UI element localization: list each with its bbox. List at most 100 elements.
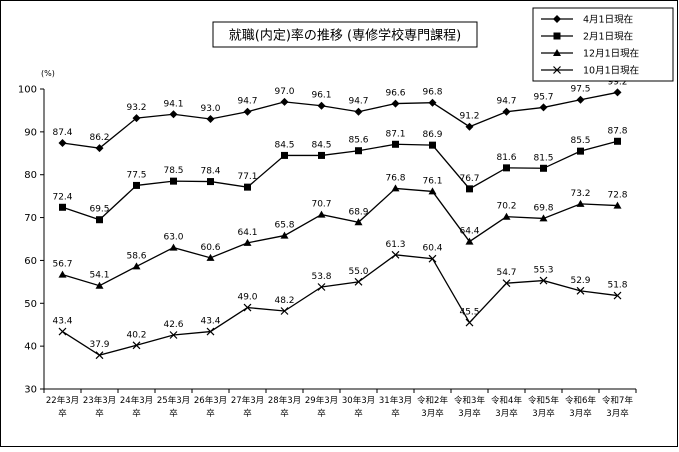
chart-title-box bbox=[212, 21, 478, 48]
data-point bbox=[317, 283, 326, 291]
x-tick-label-line2: 卒 bbox=[280, 408, 289, 419]
legend-label: 4月1日現在 bbox=[583, 14, 633, 26]
x-tick-label-line2: 卒 bbox=[169, 408, 178, 419]
data-label: 81.6 bbox=[496, 153, 516, 163]
data-label: 61.3 bbox=[385, 240, 405, 250]
data-point bbox=[95, 281, 104, 289]
data-label: 96.6 bbox=[385, 89, 405, 99]
data-label: 60.6 bbox=[200, 243, 220, 253]
data-point bbox=[280, 307, 289, 315]
legend-item: 10月1日現在 bbox=[541, 65, 639, 77]
data-point bbox=[539, 276, 548, 285]
x-tick-label-line2: 卒 bbox=[95, 408, 104, 419]
data-label: 40.2 bbox=[126, 330, 146, 340]
legend-item: 4月1日現在 bbox=[541, 14, 633, 26]
data-label: 99.2 bbox=[607, 77, 627, 87]
legend-marker bbox=[553, 66, 561, 74]
data-point bbox=[95, 351, 104, 360]
legend-marker bbox=[553, 49, 561, 56]
data-point bbox=[540, 164, 547, 172]
data-label: 73.2 bbox=[570, 189, 590, 199]
series-line bbox=[62, 254, 618, 356]
data-label: 95.7 bbox=[533, 92, 553, 102]
y-tick-label: 40 bbox=[24, 342, 37, 353]
series-diamond: 87.4 86.2 93.2 94.1 93.0 94.7 97.0 96.1 94.7 96.6… bbox=[52, 77, 628, 153]
legend-label: 10月1日現在 bbox=[583, 65, 639, 77]
data-label: 70.7 bbox=[311, 200, 331, 210]
x-tick-label: 31年3月 bbox=[379, 395, 412, 406]
data-point bbox=[429, 141, 436, 149]
y-tick-label: 80 bbox=[24, 170, 37, 181]
x-tick-label: 25年3月 bbox=[157, 395, 190, 406]
x-tick-label: 令和2年 bbox=[417, 395, 448, 406]
x-tick-label-line2: 卒 bbox=[243, 408, 252, 419]
data-point bbox=[243, 107, 252, 116]
data-label: 78.5 bbox=[163, 166, 183, 176]
data-label: 96.8 bbox=[422, 88, 442, 98]
data-label: 76.8 bbox=[385, 173, 405, 183]
y-tick-label: 70 bbox=[24, 213, 37, 224]
data-point bbox=[206, 115, 215, 123]
data-label: 76.7 bbox=[459, 174, 479, 184]
data-point bbox=[169, 110, 178, 119]
data-point bbox=[577, 147, 584, 155]
data-label: 54.1 bbox=[89, 271, 109, 281]
x-tick-label-line2: 3月卒 bbox=[606, 408, 629, 419]
data-label: 60.4 bbox=[422, 244, 442, 254]
legend-item: 2月1日現在 bbox=[541, 31, 633, 43]
data-label: 53.8 bbox=[311, 272, 331, 282]
series-triangle: 56.7 54.1 58.6 63.0 60.6 64.1 65.8 70.7 68.9 76.8… bbox=[52, 173, 628, 289]
legend-item: 12月1日現在 bbox=[541, 48, 639, 60]
data-point bbox=[465, 318, 474, 327]
data-label: 94.1 bbox=[163, 99, 183, 109]
data-point bbox=[502, 107, 511, 116]
data-point bbox=[391, 250, 400, 259]
data-point bbox=[169, 331, 178, 339]
data-label: 42.6 bbox=[163, 320, 183, 330]
x-tick-label-line2: 3月卒 bbox=[458, 408, 481, 419]
data-label: 48.2 bbox=[274, 296, 294, 306]
data-point bbox=[207, 178, 214, 186]
x-tick-label-line2: 卒 bbox=[206, 408, 215, 419]
data-label: 86.2 bbox=[89, 133, 109, 143]
data-point bbox=[317, 101, 326, 110]
data-point bbox=[58, 270, 67, 278]
legend-marker bbox=[553, 32, 561, 40]
data-label: 64.1 bbox=[237, 228, 257, 238]
y-tick-label: 100 bbox=[18, 85, 37, 96]
data-label: 85.5 bbox=[570, 136, 590, 146]
data-point bbox=[613, 291, 622, 300]
x-tick-label-line2: 卒 bbox=[58, 408, 67, 419]
data-point bbox=[132, 114, 141, 123]
data-point bbox=[391, 99, 400, 108]
series-line bbox=[62, 187, 618, 287]
series-layer: 87.4 86.2 93.2 94.1 93.0 94.7 97.0 96.1 94.7 96.6… bbox=[52, 77, 628, 360]
data-point bbox=[280, 97, 289, 106]
data-label: 56.7 bbox=[52, 260, 72, 270]
data-point bbox=[318, 151, 325, 159]
data-point bbox=[576, 199, 585, 207]
legend: 4月1日現在 2月1日現在 12月1日現在 10月1日現在 bbox=[541, 14, 639, 77]
x-tick-label-line2: 卒 bbox=[354, 408, 363, 419]
data-point bbox=[244, 183, 251, 191]
data-point bbox=[281, 151, 288, 159]
legend-label: 12月1日現在 bbox=[583, 48, 639, 60]
data-label: 94.7 bbox=[237, 97, 257, 107]
data-point bbox=[428, 254, 437, 263]
data-label: 72.8 bbox=[607, 191, 627, 201]
data-point bbox=[354, 277, 363, 286]
data-label: 55.3 bbox=[533, 266, 553, 276]
data-point bbox=[355, 147, 362, 155]
data-label: 55.0 bbox=[348, 267, 368, 277]
data-label: 69.8 bbox=[533, 203, 553, 213]
x-tick-label-line2: 卒 bbox=[391, 408, 400, 419]
series-square: 72.4 69.5 77.5 78.5 78.4 77.1 84.5 84.5 85.6 87.1… bbox=[52, 126, 628, 224]
x-tick-label: 27年3月 bbox=[231, 395, 264, 406]
data-label: 45.5 bbox=[459, 308, 479, 318]
data-label: 91.2 bbox=[459, 112, 479, 122]
data-label: 64.4 bbox=[459, 227, 479, 237]
data-point bbox=[392, 140, 399, 148]
data-label: 93.2 bbox=[126, 103, 146, 113]
data-point bbox=[243, 303, 252, 312]
